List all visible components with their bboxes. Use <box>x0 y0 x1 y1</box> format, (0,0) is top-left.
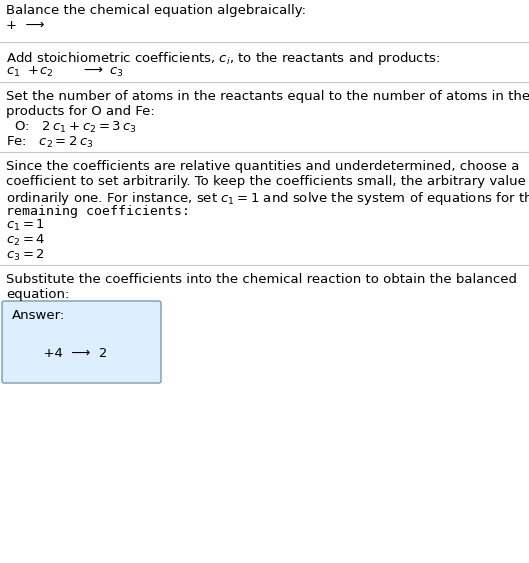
Text: $c_3 = 2$: $c_3 = 2$ <box>6 248 45 263</box>
Text: coefficient to set arbitrarily. To keep the coefficients small, the arbitrary va: coefficient to set arbitrarily. To keep … <box>6 175 529 188</box>
Text: $c_2 = 4$: $c_2 = 4$ <box>6 233 45 248</box>
Text: O:   $2\,c_1 + c_2 = 3\,c_3$: O: $2\,c_1 + c_2 = 3\,c_3$ <box>10 120 137 135</box>
Text: Answer:: Answer: <box>12 309 65 322</box>
Text: +  ⟶: + ⟶ <box>6 19 44 32</box>
Text: Fe:   $c_2 = 2\,c_3$: Fe: $c_2 = 2\,c_3$ <box>6 135 94 150</box>
Text: +4  ⟶  2: +4 ⟶ 2 <box>18 347 107 360</box>
Text: Add stoichiometric coefficients, $c_i$, to the reactants and products:: Add stoichiometric coefficients, $c_i$, … <box>6 50 440 67</box>
Text: $\longrightarrow$ $c_3$: $\longrightarrow$ $c_3$ <box>81 65 124 79</box>
FancyBboxPatch shape <box>2 301 161 383</box>
Text: remaining coefficients:: remaining coefficients: <box>6 205 190 218</box>
Text: $c_1 = 1$: $c_1 = 1$ <box>6 218 45 233</box>
Text: Balance the chemical equation algebraically:: Balance the chemical equation algebraica… <box>6 4 306 17</box>
Text: products for O and Fe:: products for O and Fe: <box>6 105 155 118</box>
Text: Set the number of atoms in the reactants equal to the number of atoms in the: Set the number of atoms in the reactants… <box>6 90 529 103</box>
Text: Since the coefficients are relative quantities and underdetermined, choose a: Since the coefficients are relative quan… <box>6 160 519 173</box>
Text: $c_1$  +$c_2$: $c_1$ +$c_2$ <box>6 65 53 79</box>
Text: equation:: equation: <box>6 288 69 301</box>
Text: ordinarily one. For instance, set $c_1 = 1$ and solve the system of equations fo: ordinarily one. For instance, set $c_1 =… <box>6 190 529 207</box>
Text: Substitute the coefficients into the chemical reaction to obtain the balanced: Substitute the coefficients into the che… <box>6 273 517 286</box>
